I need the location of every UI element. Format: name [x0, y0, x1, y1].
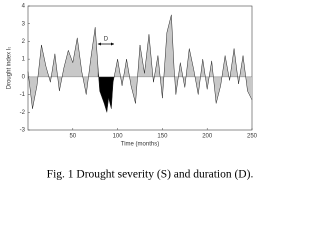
x-tick-label: 200 — [202, 134, 213, 140]
y-tick-label: -1 — [20, 92, 26, 98]
duration-label: D — [104, 37, 109, 43]
x-tick-label: 100 — [113, 134, 124, 140]
chart: Time (months) Drought index Iₜ Fig. 1 Dr… — [7, 4, 258, 181]
x-tick-label: 250 — [247, 134, 258, 140]
plot-frame — [27, 5, 253, 131]
y-tick-label: 3 — [22, 21, 26, 27]
y-tick-label: -3 — [20, 128, 26, 134]
y-tick-label: 1 — [22, 57, 26, 63]
caption: Fig. 1 Drought severity (S) and duration… — [47, 169, 254, 181]
series-line — [27, 14, 253, 113]
x-tick-label: 50 — [69, 134, 76, 140]
y-tick-label: 2 — [22, 39, 26, 45]
y-tick-label: 4 — [22, 4, 26, 10]
page: {"chart_data": {"type": "area", "caption… — [6, 3, 258, 181]
y-tick-label: -2 — [20, 110, 26, 116]
x-axis-label: Time (months) — [121, 142, 159, 148]
y-tick-label: 0 — [22, 74, 26, 80]
drought-event-fill — [97, 65, 115, 113]
y-axis-label: Drought index Iₜ — [7, 47, 13, 90]
x-tick-label: 150 — [157, 134, 168, 140]
area-fill — [28, 14, 252, 113]
